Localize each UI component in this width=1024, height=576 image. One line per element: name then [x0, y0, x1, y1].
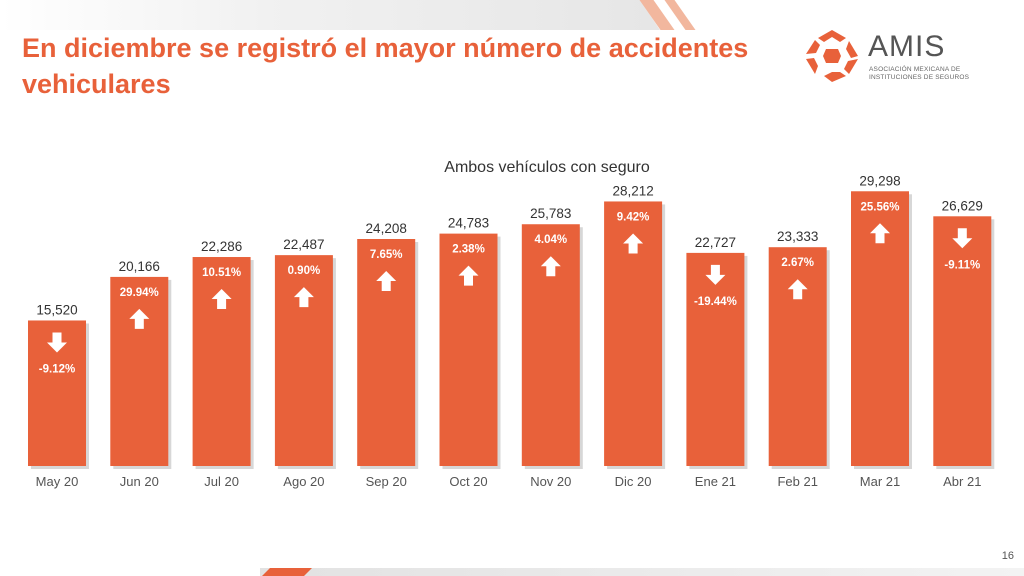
- amis-logo: AMIS ASOCIACIÓN MEXICANA DE INSTITUCIONE…: [802, 28, 972, 88]
- arrow-up-icon: [540, 256, 561, 277]
- logo-name: AMIS: [868, 30, 946, 63]
- x-tick-label: May 20: [36, 474, 79, 489]
- slide-title: En diciembre se registró el mayor número…: [22, 33, 749, 99]
- x-tick-label: Mar 21: [860, 474, 900, 489]
- arrow-up-icon: [129, 308, 150, 329]
- change-label: 7.65%: [370, 249, 403, 261]
- value-label: 25,783: [530, 206, 571, 221]
- bar: [192, 257, 251, 466]
- value-label: 22,286: [201, 239, 242, 254]
- value-label: 22,727: [695, 235, 736, 250]
- arrow-up-icon: [458, 265, 479, 286]
- page-number: 16: [1001, 550, 1014, 562]
- value-label: 22,487: [283, 237, 324, 252]
- x-tick-label: Ago 20: [283, 474, 324, 489]
- bar: [686, 252, 745, 466]
- x-tick-label: Sep 20: [366, 474, 407, 489]
- arrow-up-icon: [376, 271, 397, 292]
- logo-subtitle: ASOCIACIÓN MEXICANA DE INSTITUCIONES DE …: [869, 66, 970, 81]
- x-tick-label: Jun 20: [120, 474, 159, 489]
- value-label: 29,298: [859, 173, 900, 188]
- chart-title: Ambos vehículos con seguro: [444, 159, 650, 176]
- arrow-down-icon: [47, 332, 67, 353]
- change-label: 9.42%: [617, 211, 650, 223]
- arrow-up-icon: [870, 223, 890, 244]
- value-label: 24,783: [448, 216, 489, 231]
- change-label: 25.56%: [860, 201, 899, 213]
- value-label: 26,629: [942, 198, 983, 213]
- bar: [110, 276, 169, 466]
- x-tick-label: Dic 20: [615, 474, 652, 489]
- change-label: 0.90%: [288, 265, 321, 277]
- value-label: 20,166: [119, 259, 160, 274]
- change-label: -9.11%: [944, 259, 980, 271]
- value-label: 28,212: [612, 183, 653, 198]
- change-label: 2.67%: [781, 257, 814, 269]
- change-label: -19.44%: [694, 296, 737, 308]
- footer-band: [260, 568, 1024, 576]
- x-tick-label: Ene 21: [695, 474, 736, 489]
- bar: [274, 255, 333, 466]
- change-label: 2.38%: [452, 244, 485, 256]
- value-label: 23,333: [777, 229, 818, 244]
- value-label: 24,208: [366, 221, 407, 236]
- arrow-up-icon: [293, 287, 314, 308]
- arrow-up-icon: [623, 233, 644, 254]
- arrow-up-icon: [211, 289, 232, 310]
- amis-logo-icon: [806, 30, 858, 82]
- header-band: [0, 0, 660, 30]
- change-label: 29.94%: [120, 287, 159, 299]
- arrow-down-icon: [952, 228, 973, 249]
- x-tick-label: Feb 21: [777, 474, 817, 489]
- x-tick-label: Nov 20: [530, 474, 571, 489]
- arrow-down-icon: [705, 264, 726, 285]
- change-label: 10.51%: [202, 267, 241, 279]
- x-tick-label: Abr 21: [943, 474, 981, 489]
- change-label: -9.12%: [39, 363, 75, 375]
- arrow-up-icon: [787, 279, 808, 300]
- bar: [933, 216, 992, 466]
- x-tick-label: Oct 20: [449, 474, 487, 489]
- change-label: 4.04%: [534, 234, 567, 246]
- x-tick-label: Jul 20: [204, 474, 239, 489]
- value-label: 15,520: [36, 302, 77, 317]
- footer-accent: [262, 568, 312, 576]
